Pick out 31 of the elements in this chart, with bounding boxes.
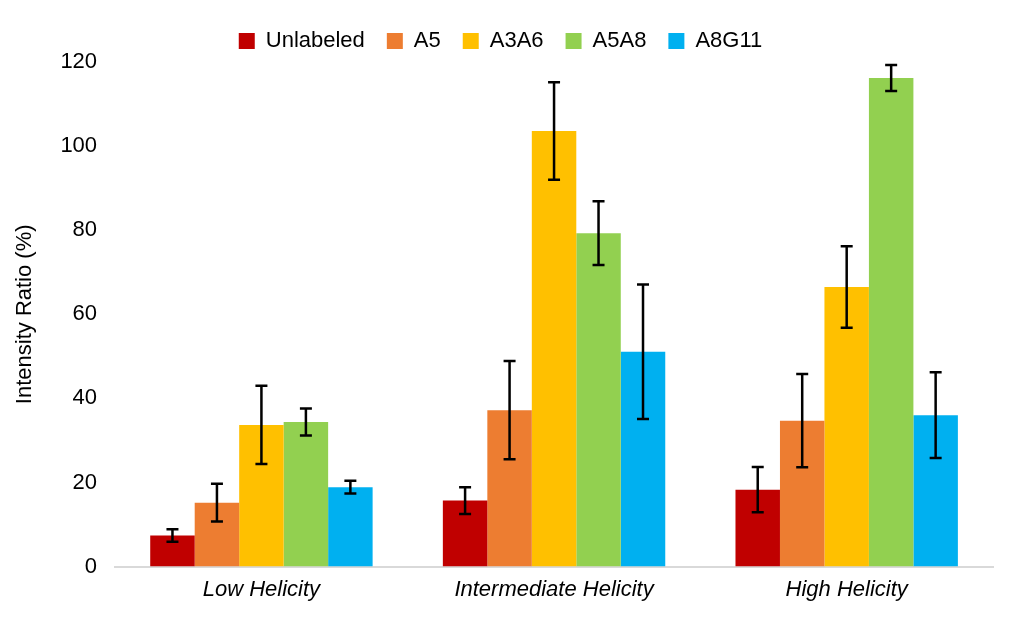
- legend-label: A3A6: [489, 27, 544, 53]
- bar: [194, 502, 240, 567]
- legend-label: Unlabeled: [265, 27, 365, 53]
- bar: [824, 286, 869, 567]
- bar: [913, 415, 958, 567]
- y-tick-label: 80: [72, 216, 98, 242]
- y-tick-label: 100: [60, 132, 98, 158]
- bar: [735, 489, 780, 567]
- bar: [779, 420, 825, 567]
- bar: [868, 77, 914, 567]
- legend-label: A8G11: [695, 27, 763, 53]
- legend-label: A5A8: [592, 27, 647, 53]
- y-tick-label: 60: [72, 300, 98, 326]
- y-tick-label: 0: [84, 552, 98, 578]
- x-tick-label: Intermediate Helicity: [454, 575, 656, 601]
- x-tick-label: High Helicity: [785, 575, 910, 601]
- bar: [531, 130, 577, 567]
- bar: [328, 487, 373, 567]
- bar: [442, 500, 488, 567]
- y-tick-label: 120: [60, 48, 98, 74]
- y-axis-title: Intensity Ratio (%): [11, 224, 37, 405]
- y-tick-label: 40: [72, 384, 98, 410]
- bar: [239, 424, 284, 567]
- bar: [576, 233, 621, 567]
- bar: [150, 535, 195, 567]
- bar: [487, 410, 532, 567]
- legend-label: A5: [413, 27, 441, 53]
- bar: [620, 351, 666, 567]
- y-tick-label: 20: [72, 468, 98, 494]
- x-tick-label: Low Helicity: [202, 575, 323, 601]
- bar: [283, 421, 329, 567]
